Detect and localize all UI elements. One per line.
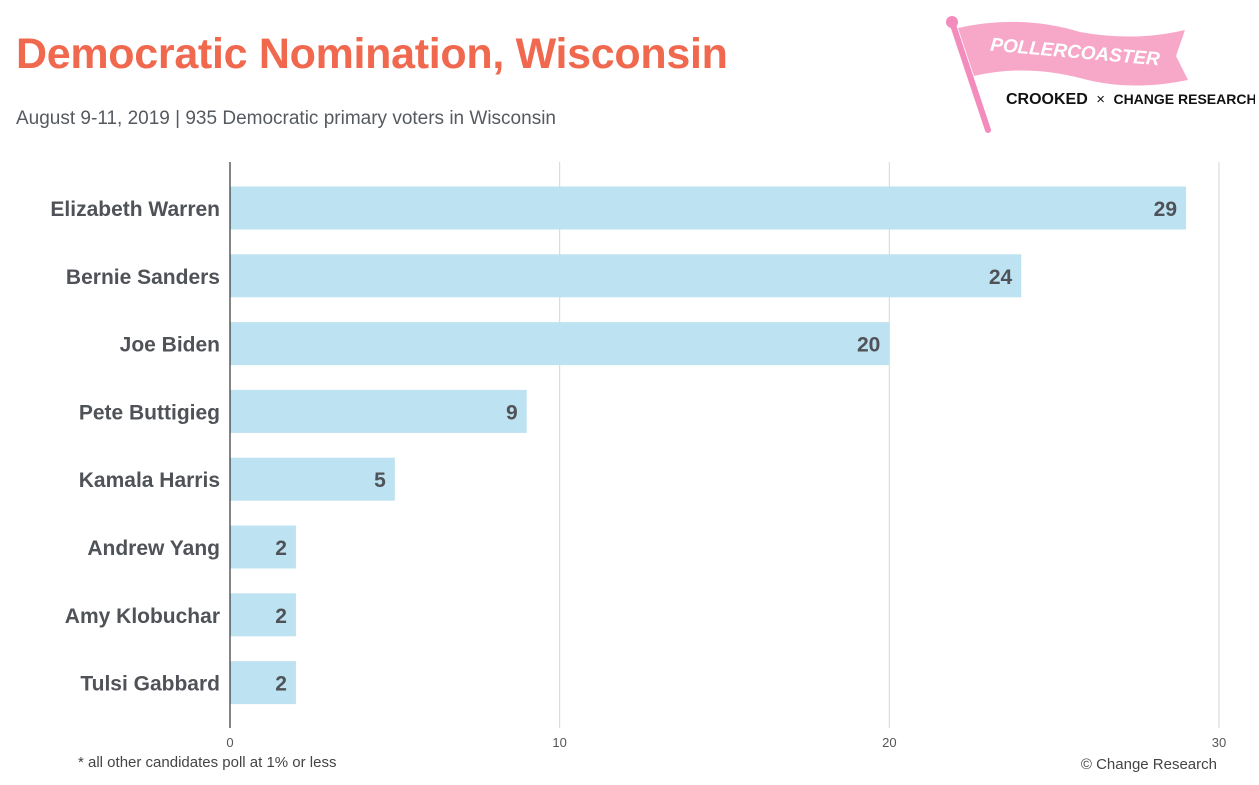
bar [230, 661, 296, 705]
category-label: Andrew Yang [87, 537, 220, 560]
value-label: 29 [1154, 198, 1177, 221]
bar [230, 457, 395, 501]
x-tick-label: 30 [1212, 735, 1226, 750]
flag-pole-top [946, 16, 958, 28]
bars [230, 186, 1187, 705]
bar [230, 322, 890, 366]
logo-brand-line: CROOKED × CHANGE RESEARCH ™ [1006, 90, 1255, 108]
value-label: 2 [275, 605, 287, 628]
page-title: Democratic Nomination, Wisconsin [16, 30, 728, 78]
flag-pole [949, 19, 991, 133]
value-label: 2 [275, 673, 287, 696]
x-tick-label: 10 [552, 735, 566, 750]
category-label: Bernie Sanders [66, 266, 220, 289]
value-label: 24 [989, 266, 1013, 289]
bar [230, 525, 296, 569]
category-label: Amy Klobuchar [65, 605, 220, 628]
logo-brand-right: CHANGE RESEARCH [1113, 91, 1255, 107]
grid [559, 162, 1220, 728]
pollercoaster-logo: POLLERCOASTER CROOKED × CHANGE RESEARCH … [946, 16, 1255, 133]
copyright: © Change Research [1080, 756, 1217, 773]
value-label: 20 [857, 334, 880, 357]
category-label: Joe Biden [120, 334, 220, 357]
value-label: 9 [506, 401, 518, 424]
bar [230, 186, 1187, 230]
bar [230, 254, 1022, 298]
bar [230, 389, 527, 433]
category-label: Pete Buttigieg [79, 401, 220, 424]
category-label: Tulsi Gabbard [80, 673, 220, 696]
bar [230, 593, 296, 637]
category-label: Elizabeth Warren [50, 198, 220, 221]
x-tick-label: 0 [226, 735, 233, 750]
x-tick-label: 20 [882, 735, 896, 750]
value-label: 5 [374, 469, 386, 492]
value-label: 2 [275, 537, 287, 560]
footnote: * all other candidates poll at 1% or les… [78, 754, 337, 771]
logo-brand-left: CROOKED [1006, 91, 1088, 108]
flag-icon [958, 21, 1188, 86]
page-subtitle: August 9-11, 2019 | 935 Democratic prima… [16, 108, 556, 129]
category-label: Kamala Harris [79, 469, 220, 492]
logo-separator: × [1096, 91, 1105, 108]
